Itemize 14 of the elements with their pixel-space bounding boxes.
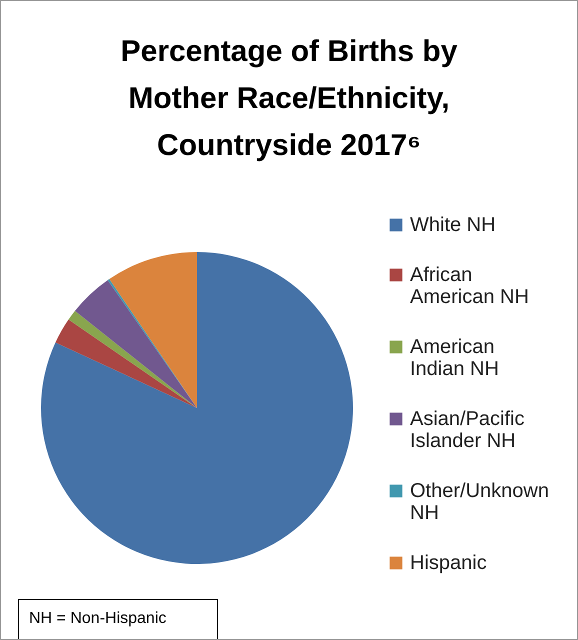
pie-slice xyxy=(68,310,197,408)
legend-label: American Indian NH xyxy=(410,336,499,380)
legend-label: African American NH xyxy=(410,264,529,308)
legend-label: Hispanic xyxy=(410,552,487,574)
pie-slice xyxy=(109,252,197,408)
text: NH = Non-Hispanic xyxy=(18,599,218,639)
legend-label: Other/Unknown NH xyxy=(410,480,549,524)
legend-label: Asian/Pacific Islander NH xyxy=(410,408,524,452)
legend-label: White NH xyxy=(410,214,496,236)
pie-slice xyxy=(108,278,197,408)
pie-slice xyxy=(41,252,353,564)
chart-title: Percentage of Births by Mother Race/Ethnicity, Countryside 2017⁶ xyxy=(120,35,458,162)
pie-slice xyxy=(74,280,197,408)
pie-slice xyxy=(55,320,197,408)
